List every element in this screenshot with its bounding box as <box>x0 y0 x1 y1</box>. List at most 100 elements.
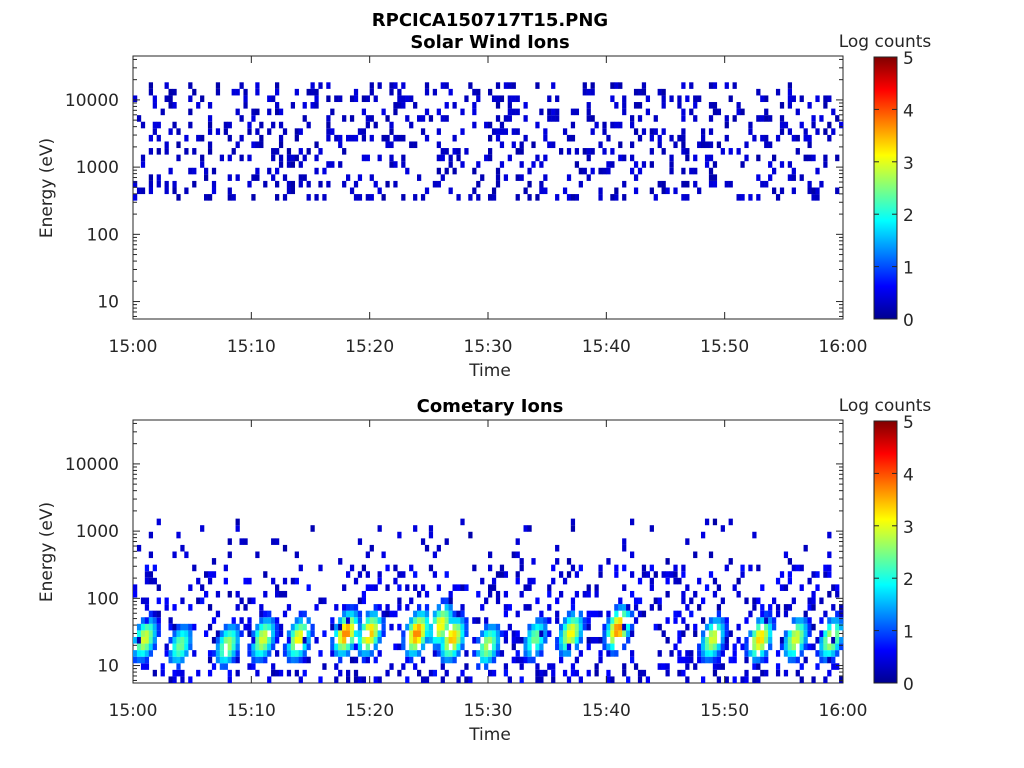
heatmap-cell <box>685 180 690 188</box>
heatmap-cell <box>491 650 497 657</box>
heatmap-cell <box>787 102 793 109</box>
heatmap-cell <box>622 610 627 618</box>
heatmap-cell <box>598 564 603 572</box>
heatmap-cell <box>361 95 367 103</box>
heatmap-cell <box>598 650 603 657</box>
heatmap-cell <box>768 141 773 149</box>
heatmap-cell <box>417 617 422 624</box>
heatmap-cell <box>275 538 280 545</box>
heatmap-cell <box>456 636 461 644</box>
heatmap-cell <box>330 636 335 644</box>
heatmap-cell <box>286 636 292 644</box>
heatmap-cell <box>708 154 714 162</box>
heatmap-cell <box>827 531 832 539</box>
heatmap-cell <box>156 617 161 624</box>
heatmap-cell <box>819 643 824 651</box>
heatmap-cell <box>247 154 252 162</box>
heatmap-cell <box>188 630 193 637</box>
heatmap-cell <box>574 108 580 116</box>
heatmap-cell <box>353 656 359 664</box>
heatmap-cell <box>460 669 465 677</box>
heatmap-cell <box>693 590 698 598</box>
heatmap-cell <box>231 656 236 664</box>
heatmap-cell <box>215 82 221 89</box>
heatmap-cell <box>243 577 248 585</box>
heatmap-cell <box>255 669 260 677</box>
heatmap-cell <box>736 623 741 631</box>
heatmap-cell <box>756 643 761 651</box>
heatmap-cell <box>827 590 832 598</box>
heatmap-cell <box>539 630 544 637</box>
heatmap-cell <box>594 584 599 591</box>
y-tick-label: 1000 <box>76 158 119 178</box>
heatmap-cell <box>148 577 154 585</box>
heatmap-cell <box>689 610 694 618</box>
heatmap-cell <box>231 148 236 155</box>
heatmap-cell <box>495 590 501 598</box>
heatmap-cell <box>176 656 181 664</box>
heatmap-cell <box>247 617 252 624</box>
heatmap-cell <box>251 650 256 657</box>
heatmap-cell <box>346 669 351 677</box>
heatmap-cell <box>799 630 804 637</box>
heatmap-cell <box>610 161 615 168</box>
heatmap-cell <box>377 571 382 578</box>
heatmap-cell <box>381 194 386 201</box>
heatmap-cell <box>689 650 694 657</box>
heatmap-cell <box>275 88 280 96</box>
heatmap-cell <box>819 115 824 122</box>
heatmap-cell <box>566 623 572 631</box>
heatmap-cell <box>148 571 154 578</box>
heatmap-cell <box>227 656 232 664</box>
heatmap-cell <box>539 676 544 683</box>
heatmap-cell <box>787 95 793 103</box>
heatmap-cell <box>424 134 430 142</box>
heatmap-cell <box>519 656 524 664</box>
heatmap-cell <box>708 650 714 657</box>
heatmap-cell <box>712 590 718 598</box>
heatmap-cell <box>673 141 678 149</box>
heatmap-cell <box>397 584 402 591</box>
heatmap-cell <box>491 584 497 591</box>
heatmap-cell <box>156 121 161 129</box>
heatmap-cell <box>413 194 418 201</box>
heatmap-cell <box>673 617 678 624</box>
heatmap-cell <box>369 623 374 631</box>
heatmap-cell <box>547 584 552 591</box>
heatmap-cell <box>614 604 619 611</box>
heatmap-cell <box>369 584 374 591</box>
heatmap-cell <box>768 115 773 122</box>
heatmap-cell <box>535 154 540 162</box>
heatmap-cell <box>148 174 154 181</box>
heatmap-cell <box>424 630 430 637</box>
heatmap-cell <box>444 604 449 611</box>
heatmap-cell <box>807 604 812 611</box>
heatmap-cell <box>314 636 319 644</box>
heatmap-cell <box>413 636 418 644</box>
heatmap-cell <box>417 174 422 181</box>
heatmap-cell <box>353 95 359 103</box>
heatmap-cell <box>803 610 808 618</box>
heatmap-cell <box>760 617 765 624</box>
heatmap-cell <box>740 643 745 651</box>
heatmap-cell <box>712 669 718 677</box>
heatmap-cell <box>231 88 236 96</box>
heatmap-cell <box>405 115 410 122</box>
heatmap-cell <box>164 95 169 103</box>
heatmap-cell <box>417 669 422 677</box>
heatmap-cell <box>263 623 268 631</box>
heatmap-cell <box>503 610 509 618</box>
heatmap-cell <box>697 187 702 195</box>
heatmap-cell <box>653 115 658 122</box>
heatmap-cell <box>286 643 292 651</box>
heatmap-cell <box>787 82 793 89</box>
heatmap-cell <box>148 148 154 155</box>
heatmap-cell <box>436 180 441 188</box>
heatmap-cell <box>823 676 828 683</box>
heatmap-cell <box>677 630 682 637</box>
heatmap-cell <box>586 590 591 598</box>
heatmap-cell <box>495 95 501 103</box>
heatmap-cell <box>614 650 619 657</box>
heatmap-cell <box>259 656 264 664</box>
heatmap-cell <box>669 161 674 168</box>
